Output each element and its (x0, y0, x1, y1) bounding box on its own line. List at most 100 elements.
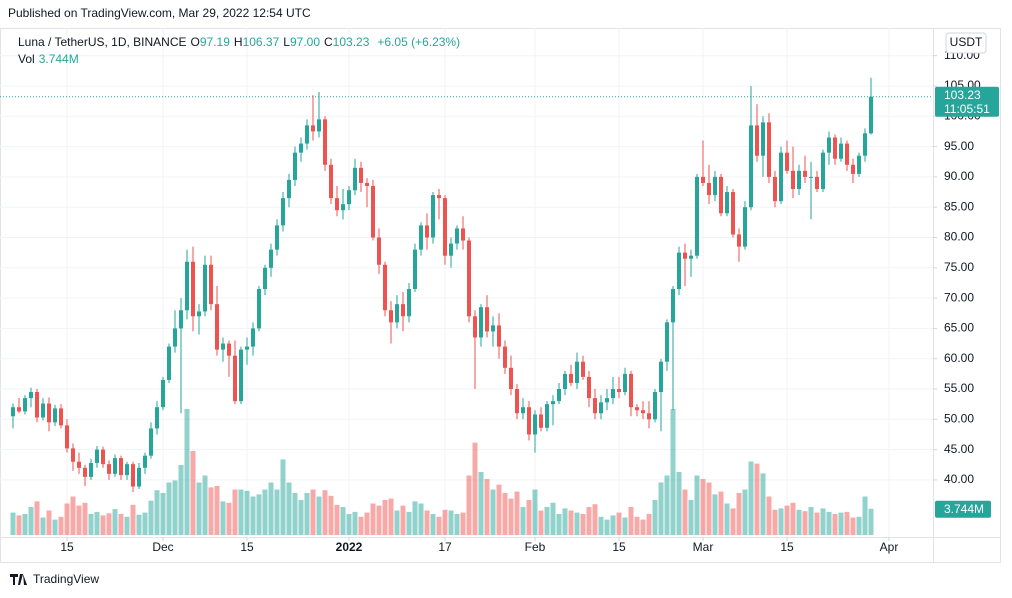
candle-body (743, 207, 747, 247)
volume-bar (514, 491, 520, 535)
candle-body (497, 325, 501, 347)
volume-bar (694, 475, 700, 535)
ohlc-key: L (283, 35, 290, 49)
volume-bar (502, 493, 508, 535)
candle-body (485, 307, 489, 332)
volume-bar (448, 510, 454, 535)
candle-body (737, 234, 741, 247)
volume-bar (202, 475, 208, 535)
volume-bar (544, 507, 550, 535)
volume-bar (424, 510, 430, 535)
volume-bar (466, 475, 472, 535)
volume-bar (22, 514, 28, 535)
candle-body (821, 152, 825, 190)
volume-bar (46, 510, 52, 535)
y-tick-label: 95.00 (944, 139, 974, 153)
candle-body (521, 407, 525, 414)
candle-body (641, 410, 645, 414)
last-price-label: 103.23 (944, 88, 981, 102)
volume-bar (370, 503, 376, 535)
ohlc-value: 97.19 (199, 35, 230, 49)
candle-body (185, 261, 189, 311)
candle-body (431, 195, 435, 238)
y-tick-label: 55.00 (944, 381, 974, 395)
volume-bar (628, 507, 634, 535)
volume-bar (358, 516, 364, 535)
volume-bar (256, 494, 262, 535)
volume-bar (580, 514, 586, 535)
candle-body (143, 455, 147, 468)
candle-body (569, 373, 573, 383)
volume-bar (730, 508, 736, 535)
y-tick-label: 75.00 (944, 260, 974, 274)
candle-body (437, 195, 441, 199)
volume-bar (652, 500, 658, 535)
candle-body (47, 403, 51, 423)
volume-bar (10, 512, 16, 535)
candle-body (695, 176, 699, 256)
candle-body (263, 267, 267, 290)
candle-body (233, 355, 237, 402)
candle-body (827, 137, 831, 153)
volume-bar (850, 517, 856, 535)
volume-bar (646, 514, 652, 535)
candle-body (461, 228, 465, 241)
candle-body (587, 376, 591, 399)
candle-body (239, 349, 243, 402)
candle-body (395, 304, 399, 323)
volume-bar (310, 489, 316, 535)
volume-bar (550, 502, 556, 535)
volume-bar (538, 510, 544, 535)
volume-bar (178, 465, 184, 535)
candle-body (803, 170, 807, 177)
candle-body (533, 414, 537, 435)
volume-bar (316, 496, 322, 535)
footer-logo: TradingView (10, 572, 99, 586)
volume (10, 409, 874, 535)
volume-bar (376, 505, 382, 535)
volume-bar (838, 512, 844, 535)
volume-bar (268, 482, 274, 535)
candle-body (797, 170, 801, 190)
candle-body (725, 192, 729, 214)
volume-bar (154, 490, 160, 535)
candle-body (197, 311, 201, 317)
candle-body (173, 328, 177, 347)
candle-body (599, 402, 603, 414)
volume-bar (214, 486, 220, 535)
candle-body (845, 143, 849, 165)
volume-bar (670, 409, 676, 535)
candle-body (503, 346, 507, 368)
y-tick-label: 70.00 (944, 290, 974, 304)
candle-body (209, 264, 213, 305)
volume-bar (478, 472, 484, 535)
volume-bar (226, 502, 232, 535)
candle-body (377, 237, 381, 265)
candle-body (785, 152, 789, 171)
volume-bar (532, 489, 538, 535)
volume-bar (328, 495, 334, 535)
candle-body (23, 398, 27, 412)
last-price-box (935, 86, 999, 117)
volume-bar (520, 507, 526, 535)
currency-button[interactable] (945, 32, 987, 54)
volume-bar (34, 501, 40, 535)
volume-bar (760, 473, 766, 535)
volume-bar (700, 479, 706, 535)
volume-bar (250, 496, 256, 535)
volume-legend: Vol 3.744M (18, 52, 83, 66)
candle-body (611, 389, 615, 399)
candle-body (479, 307, 483, 338)
x-tick-label: 15 (60, 540, 74, 554)
volume-bar (664, 475, 670, 535)
candles (11, 77, 873, 493)
volume-bar (496, 484, 502, 535)
volume-bar (790, 502, 796, 535)
y-tick-label: 85.00 (944, 199, 974, 213)
currency[interactable]: USDT (950, 35, 983, 49)
ohlc-key: O (190, 35, 200, 49)
volume-bar (676, 472, 682, 535)
footer: TradingView (33, 572, 99, 586)
